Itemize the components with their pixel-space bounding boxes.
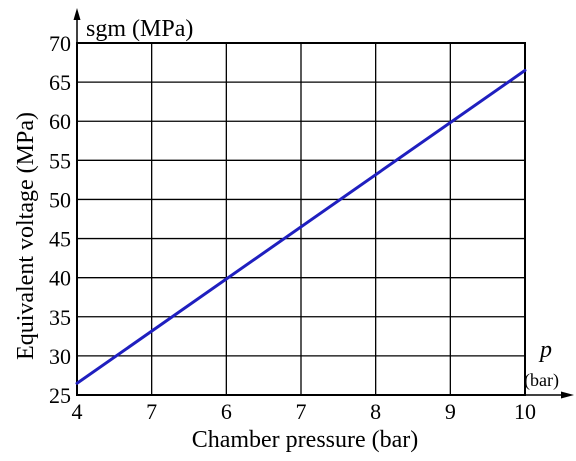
x-tick-label: 6: [221, 399, 232, 424]
y-tick-labels: 25 30 35 40 45 50 55 60 65 70: [49, 31, 71, 408]
y-tick-label: 65: [49, 70, 71, 95]
x-tick-label: 7: [296, 399, 307, 424]
y-tick-label: 55: [49, 148, 71, 173]
y-tick-label: 25: [49, 383, 71, 408]
y-tick-label: 40: [49, 266, 71, 291]
x-axis-unit: (bar): [524, 370, 559, 391]
y-tick-label: 35: [49, 305, 71, 330]
series-layer: [75, 68, 527, 385]
x-tick-label: 9: [445, 399, 456, 424]
y-tick-label: 30: [49, 344, 71, 369]
y-tick-label: 50: [49, 187, 71, 212]
x-tick-label: 10: [514, 399, 536, 424]
x-tick-label: 7: [146, 399, 157, 424]
y-axis-arrowhead-icon: [73, 8, 81, 20]
y-tick-label: 60: [49, 109, 71, 134]
x-axis-label: Chamber pressure (bar): [192, 427, 419, 453]
y-axis-top-label: sgm (MPa): [86, 16, 193, 42]
y-axis-label: Equivalent voltage (MPa): [13, 112, 39, 360]
y-tick-label: 70: [49, 31, 71, 56]
y-tick-label: 45: [49, 227, 71, 252]
x-axis-arrowhead-icon: [561, 391, 574, 399]
x-tick-label: 8: [370, 399, 381, 424]
plot-frame: [76, 42, 526, 396]
x-tick-label: 4: [72, 399, 83, 424]
series-line-0: [75, 68, 527, 385]
x-axis-symbol: p: [538, 337, 552, 363]
grid: [77, 43, 525, 395]
x-tick-labels: 4 7 6 7 8 9 10: [72, 399, 537, 424]
